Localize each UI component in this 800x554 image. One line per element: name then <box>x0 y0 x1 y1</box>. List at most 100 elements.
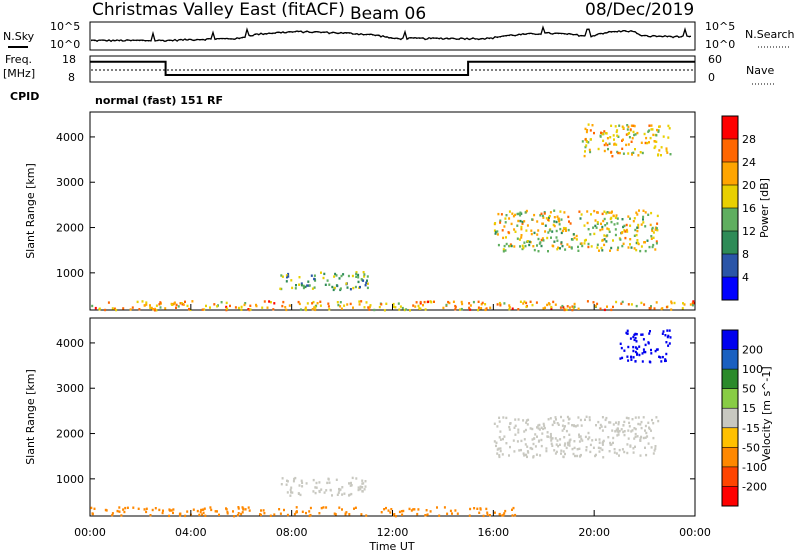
data-cell <box>556 248 559 251</box>
data-cell <box>636 131 639 135</box>
data-cell <box>480 303 483 306</box>
data-cell <box>335 284 338 287</box>
data-cell <box>651 245 654 249</box>
colorbar-swatch <box>722 466 738 487</box>
data-cell <box>507 231 510 234</box>
data-cell <box>486 513 489 516</box>
data-cell <box>143 508 146 511</box>
data-cell <box>361 490 364 493</box>
data-cell <box>612 423 615 426</box>
data-cell <box>498 455 501 459</box>
data-cell <box>357 273 360 277</box>
data-cell <box>304 306 307 309</box>
data-cell <box>201 508 204 511</box>
data-cell <box>514 424 517 427</box>
data-cell <box>285 274 288 277</box>
data-cell <box>665 352 668 356</box>
data-cell <box>503 435 506 438</box>
cpid-label: CPID <box>10 90 39 103</box>
data-cell <box>320 271 322 274</box>
data-cell <box>642 218 644 221</box>
data-cell <box>620 302 623 305</box>
data-cell <box>660 360 663 363</box>
data-cell <box>576 454 579 458</box>
data-cell <box>531 218 534 221</box>
data-cell <box>644 141 647 145</box>
data-cell <box>622 126 625 130</box>
data-cell <box>644 436 647 439</box>
colorbar-swatch <box>722 139 738 162</box>
data-cell <box>639 439 642 442</box>
data-cell <box>446 512 449 515</box>
data-cell <box>553 220 556 223</box>
data-cell <box>566 305 569 308</box>
data-cell <box>634 148 636 151</box>
data-cell <box>505 214 508 217</box>
data-cell <box>537 427 540 430</box>
data-cell <box>618 448 621 452</box>
data-cell <box>517 212 520 216</box>
data-cell <box>366 286 369 290</box>
data-cell <box>198 513 201 517</box>
data-cell <box>319 300 322 303</box>
data-cell <box>512 506 515 510</box>
data-cell <box>472 300 475 304</box>
data-cell <box>495 441 498 444</box>
data-cell <box>560 231 563 235</box>
data-cell <box>552 300 555 304</box>
data-cell <box>585 130 588 134</box>
data-cell <box>525 229 528 232</box>
colorbar-swatch <box>722 349 738 370</box>
colorbar-tick-label: 4 <box>742 271 749 284</box>
data-cell <box>393 513 396 516</box>
data-cell <box>373 308 376 312</box>
data-cell <box>538 423 541 427</box>
data-cell <box>237 512 240 515</box>
data-cell <box>642 221 645 224</box>
data-cell <box>636 435 639 438</box>
data-cell <box>579 435 582 438</box>
data-cell <box>240 305 243 309</box>
data-cell <box>203 507 206 510</box>
data-cell <box>358 303 361 306</box>
data-cell <box>553 240 556 243</box>
data-cell <box>548 214 551 218</box>
data-cell <box>350 492 353 496</box>
data-cell <box>614 216 617 219</box>
data-cell <box>596 222 599 225</box>
data-cell <box>196 509 199 513</box>
data-cell <box>634 228 637 232</box>
data-cell <box>635 304 638 308</box>
data-cell <box>606 222 609 225</box>
data-cell <box>637 223 640 227</box>
data-cell <box>442 306 445 310</box>
data-cell <box>550 236 552 239</box>
data-cell <box>587 437 590 441</box>
data-cell <box>610 308 613 312</box>
data-cell <box>537 229 540 232</box>
data-cell <box>502 248 505 251</box>
data-cell <box>243 303 246 307</box>
data-cell <box>343 304 346 307</box>
data-cell <box>514 230 517 233</box>
data-cell <box>362 271 365 274</box>
freq-label-line1: Freq. <box>5 53 32 66</box>
data-cell <box>607 228 610 231</box>
data-cell <box>608 211 611 214</box>
data-cell <box>628 425 631 428</box>
data-cell <box>612 239 614 242</box>
y-tick-label: 4000 <box>56 131 84 144</box>
data-cell <box>542 422 545 426</box>
colorbar-swatch <box>722 208 738 231</box>
data-cell <box>616 217 619 220</box>
data-cell <box>618 151 621 155</box>
data-cell <box>550 305 553 309</box>
data-cell <box>331 285 334 289</box>
data-cell <box>618 429 621 433</box>
power-x-ticks <box>89 304 696 310</box>
data-cell <box>414 305 417 308</box>
data-cell <box>568 245 571 248</box>
data-cell <box>532 456 535 459</box>
data-cell <box>226 510 229 514</box>
data-cell <box>524 428 527 432</box>
